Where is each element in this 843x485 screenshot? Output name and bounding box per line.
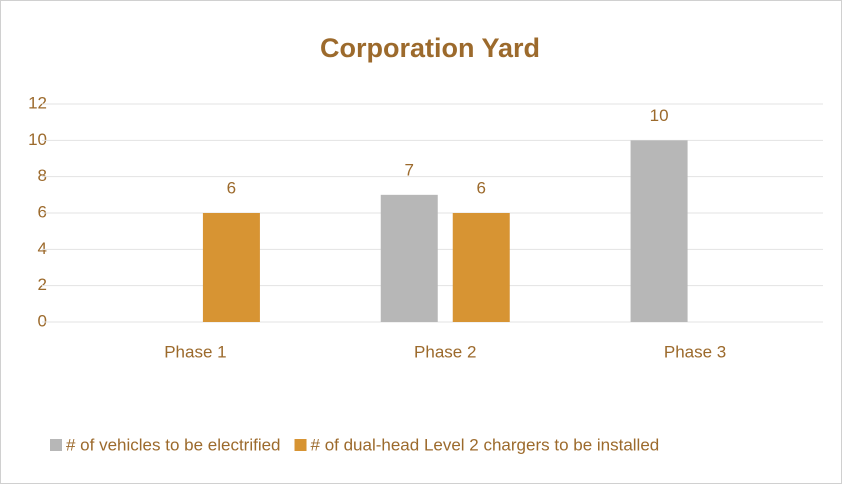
x-tick-label: Phase 2	[414, 342, 476, 361]
x-tick-label: Phase 1	[164, 342, 226, 361]
y-tick-label: 0	[38, 311, 47, 330]
legend-swatch	[294, 439, 307, 451]
y-tick-label: 8	[38, 166, 47, 185]
y-tick-label: 10	[28, 130, 47, 149]
legend-label: # of vehicles to be electrified	[66, 435, 281, 454]
value-label: 7	[405, 160, 414, 179]
y-tick-label: 12	[28, 93, 47, 112]
bar	[630, 140, 688, 322]
value-label: 6	[227, 178, 236, 197]
bar	[202, 213, 260, 322]
y-tick-label: 4	[38, 239, 47, 258]
bar	[380, 194, 438, 322]
legend-swatch	[50, 439, 62, 451]
y-tick-label: 2	[38, 275, 47, 294]
value-label: 10	[650, 106, 669, 125]
x-tick-label: Phase 3	[664, 342, 726, 361]
y-tick-label: 6	[38, 202, 47, 221]
bar	[452, 213, 510, 322]
value-label: 6	[477, 178, 486, 197]
chart-title: Corporation Yard	[320, 33, 540, 63]
legend-label: # of dual-head Level 2 chargers to be in…	[311, 435, 660, 454]
